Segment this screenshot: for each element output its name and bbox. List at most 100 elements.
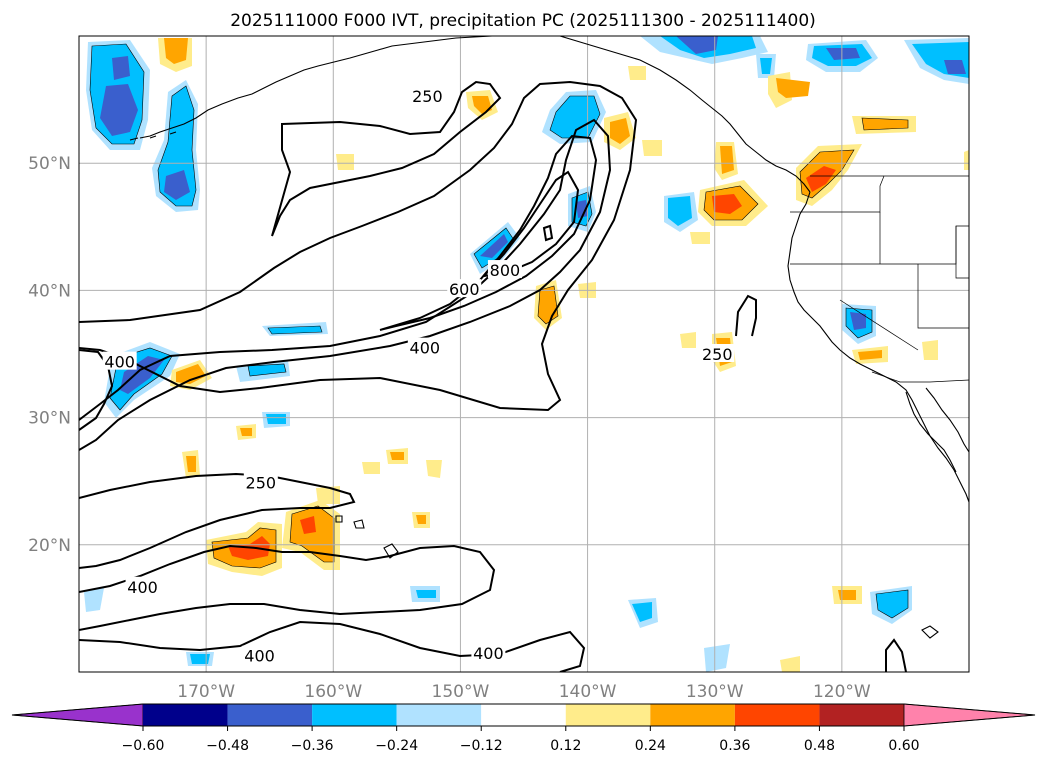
precip-blob	[240, 428, 252, 436]
precip-blob	[712, 194, 742, 214]
state-border	[955, 225, 969, 279]
lon-label: 140°W	[559, 682, 617, 702]
precip-blob	[84, 588, 104, 612]
colorbar-extend-high	[903, 703, 1036, 727]
contour-label-bg	[700, 344, 735, 362]
contour-label: 400	[127, 578, 158, 597]
contour-label-bg	[487, 260, 522, 279]
map-area: 250 800 600 400 400 250 250 400 400 400	[79, 36, 969, 672]
precip-blob	[858, 350, 882, 360]
ivt-contour-400-bottom	[79, 620, 586, 672]
colorbar-segment	[396, 704, 482, 726]
precip-blob	[964, 150, 969, 170]
contour-label-bg	[243, 472, 278, 491]
precip-blob	[642, 140, 662, 156]
mexico-coastline	[925, 387, 969, 453]
precip-blob	[100, 84, 138, 136]
colorbar-tick-label: −0.36	[291, 738, 334, 754]
precip-blob	[300, 516, 316, 534]
precip-blob	[480, 234, 508, 258]
precip-blob	[850, 312, 866, 330]
precip-blob	[472, 96, 492, 114]
precip-blob	[390, 452, 404, 460]
contour-label: 250	[702, 345, 733, 364]
contour-label: 800	[490, 261, 521, 280]
us-mexico-border	[871, 371, 969, 383]
precip-blob	[426, 460, 442, 478]
precip-blob	[760, 58, 772, 74]
contour-label: 400	[473, 644, 504, 663]
colorbar-segment	[312, 704, 397, 726]
precip-blob	[862, 118, 908, 130]
lon-label: 170°W	[177, 682, 235, 702]
contour-label-bg	[407, 337, 442, 356]
precip-blob	[336, 154, 354, 170]
aleutian-islands	[129, 131, 177, 141]
precip-blob	[164, 38, 188, 64]
precip-blob	[826, 48, 860, 60]
precip-blob	[944, 60, 966, 74]
lon-label: 130°W	[686, 682, 744, 702]
figure-title: 2025111000 F000 IVT, precipitation PC (2…	[230, 11, 816, 31]
colorbar-tick-label: −0.60	[122, 738, 165, 754]
ocean-background	[79, 36, 969, 672]
precip-blob	[776, 78, 810, 98]
colorbar-tick-label: 0.36	[719, 738, 750, 754]
lon-label: 120°W	[813, 682, 871, 702]
precip-blob	[668, 196, 692, 226]
ivt-contour-250-south	[79, 472, 356, 569]
contour-label-bg	[125, 576, 160, 595]
ivt-contour-250-southeast	[885, 638, 907, 672]
precip-blob	[632, 602, 652, 622]
precip-blob	[780, 656, 800, 672]
contour-label-bg	[102, 351, 137, 370]
contour-label-bg	[447, 279, 482, 298]
lat-label: 30°N	[28, 409, 71, 429]
state-border	[790, 175, 885, 213]
ivt-contours	[79, 80, 907, 672]
colorbar-segment	[650, 704, 735, 726]
colorbar-tick-label: 0.24	[635, 738, 666, 754]
contour-label: 400	[104, 353, 135, 372]
precip-blob	[876, 590, 908, 618]
colorbar-tick-label: −0.12	[460, 738, 503, 754]
alaska-gulf-coastline	[559, 36, 811, 193]
colorbar-segment	[819, 704, 904, 726]
precip-blob	[628, 66, 646, 80]
lon-label: 150°W	[432, 682, 490, 702]
precip-blob	[186, 456, 196, 472]
map-frame	[78, 35, 970, 673]
hawaii-island	[383, 543, 399, 559]
longitude-labels: 170°W 160°W 150°W 140°W 130°W 120°W	[177, 682, 871, 702]
political-borders	[790, 175, 969, 383]
precip-blob	[164, 170, 190, 200]
ivt-contour-labels: 250 800 600 400 400 250 250 400 400 400	[102, 85, 735, 665]
precip-blob	[316, 486, 340, 504]
lon-label: 160°W	[304, 682, 362, 702]
precip-blob	[720, 146, 734, 174]
precip-blob	[690, 232, 710, 244]
ivt-contour-400	[79, 118, 612, 451]
colorbar-extend-low	[11, 703, 144, 727]
contour-label: 600	[449, 280, 480, 299]
ivt-contour-800-small	[542, 224, 554, 242]
colorbar-segment	[481, 704, 566, 726]
hawaii-island	[353, 519, 365, 529]
ivt-contour-400-south	[79, 544, 496, 631]
precip-blob	[576, 200, 588, 218]
precip-contour-outlines	[89, 43, 909, 619]
colorbar-tick-label: 0.12	[550, 738, 581, 754]
precip-blob	[362, 462, 380, 474]
precip-positive-regions	[158, 38, 969, 672]
precip-blob	[610, 118, 630, 144]
precip-blob	[838, 590, 856, 600]
colorbar-tick-label: −0.24	[375, 738, 418, 754]
precip-blob	[922, 340, 938, 360]
alaska-coastline	[139, 36, 493, 139]
graticule	[79, 36, 969, 672]
colorbar-tick-label: −0.48	[206, 738, 249, 754]
precip-blob	[176, 364, 206, 384]
ivt-contour-250-north	[79, 80, 638, 412]
